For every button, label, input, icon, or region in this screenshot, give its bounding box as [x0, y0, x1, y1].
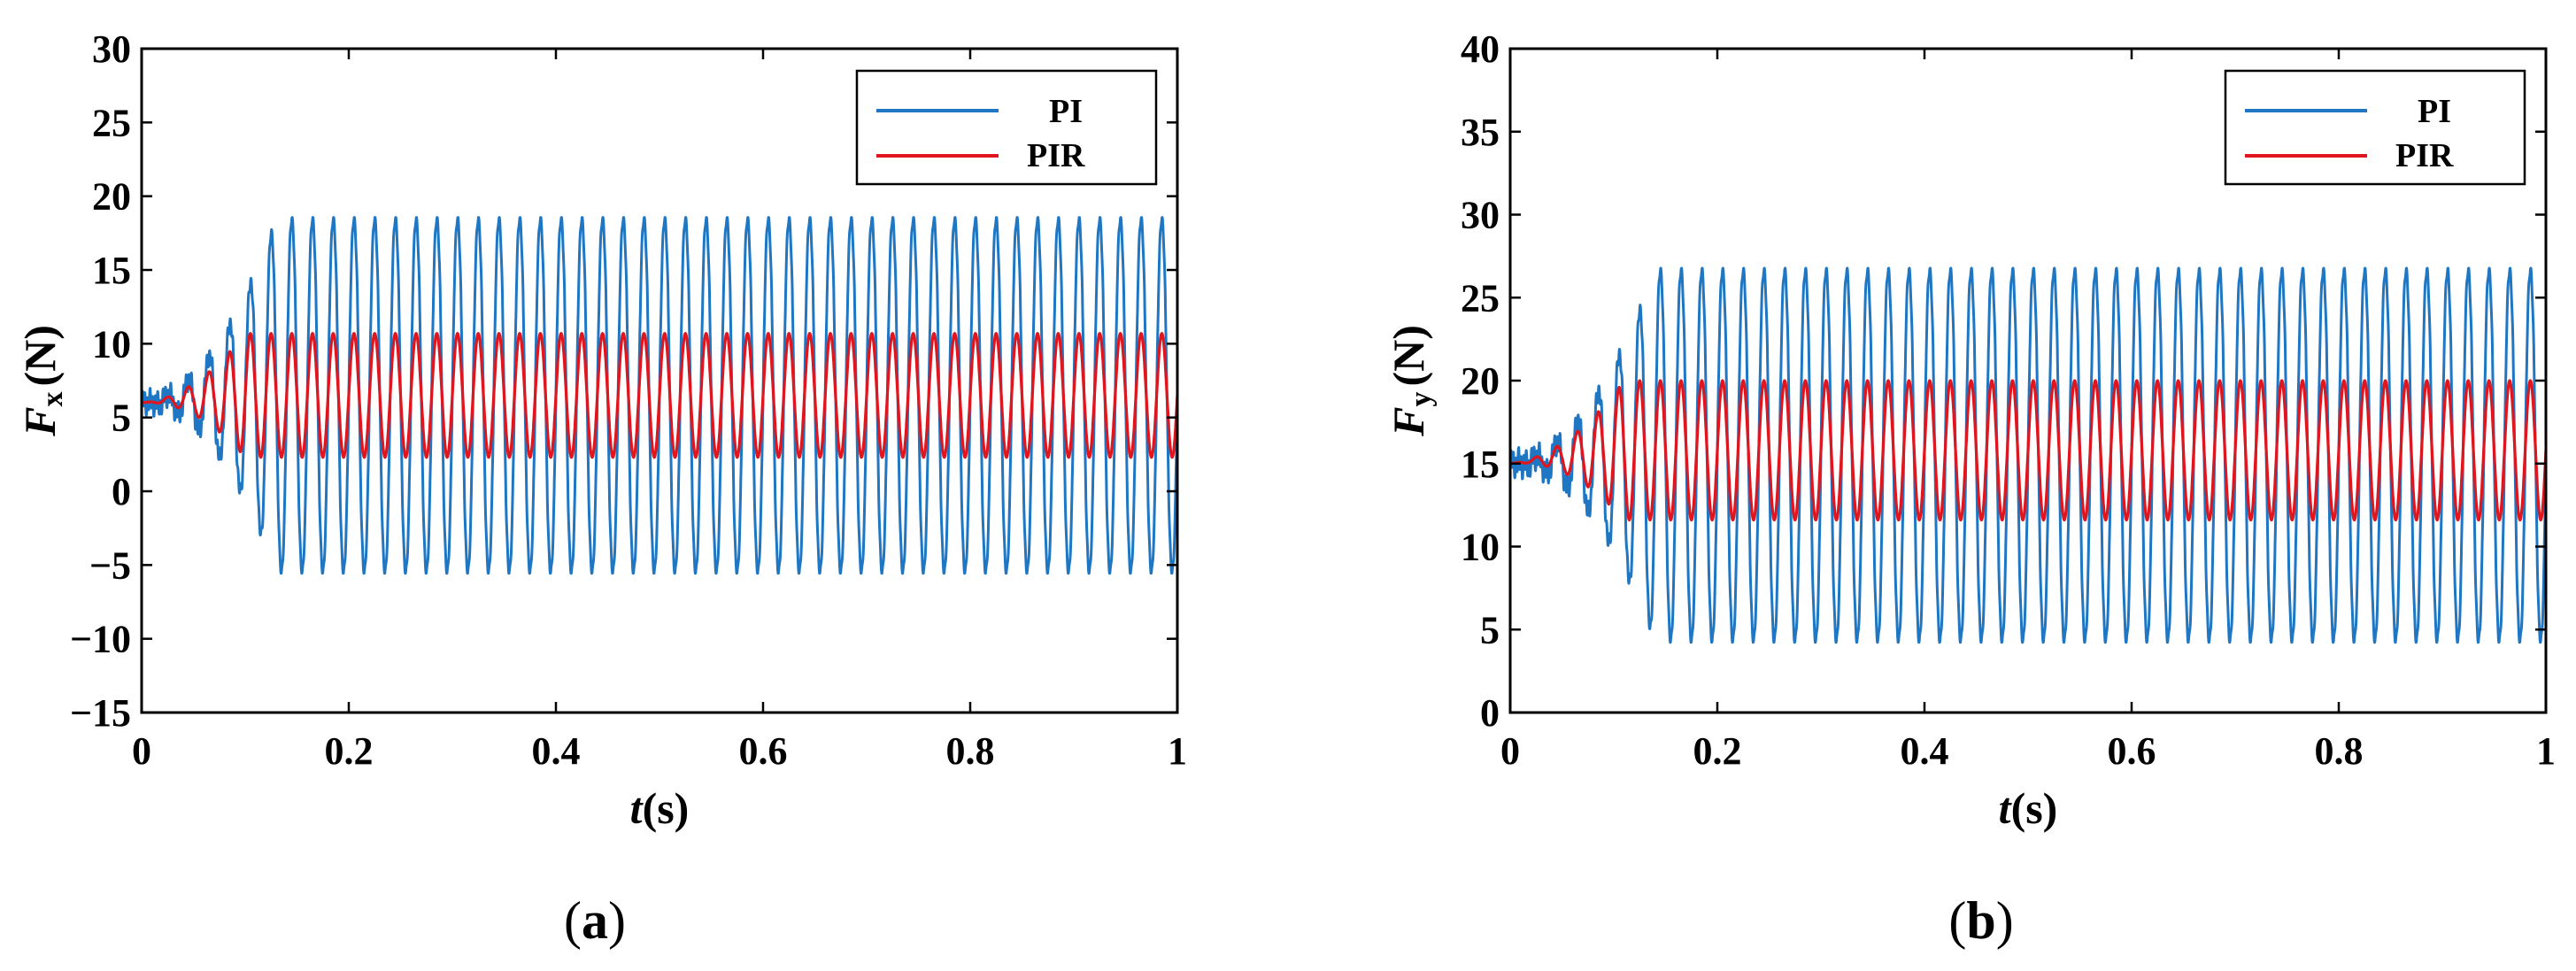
b-xlabel-unit: (s)	[2011, 783, 2058, 833]
b-ytick-label: 10	[1461, 526, 1500, 569]
a-ylabel-main: F	[15, 407, 65, 437]
b-xtick-label: 0.8	[2315, 729, 2364, 773]
a-ytick-label: −10	[70, 618, 131, 661]
a-xtick-label: 0.8	[946, 729, 995, 773]
a-xtick-label: 0.6	[739, 729, 788, 773]
b-xlabel: t(s)	[1999, 783, 2058, 833]
panel-b: 0 5 10 15 20 25 30 35 40 0 0.2 0.4 0.6 0.8 1 Fy (N) t(s…	[1384, 27, 2556, 950]
a-ytick-label: 10	[92, 322, 131, 366]
b-legend-pir-label: PIR	[2395, 137, 2454, 174]
a-ytick-label: 15	[92, 249, 131, 292]
b-series-layer	[1508, 266, 2548, 644]
b-ylabel-main: F	[1384, 407, 1433, 437]
a-series-pir-line	[140, 332, 1179, 459]
a-ytick-label: 0	[112, 470, 131, 513]
b-ytick-label: 20	[1461, 359, 1500, 403]
b-ytick-label: 0	[1480, 691, 1500, 735]
a-xlabel: t(s)	[630, 783, 690, 833]
a-ytick-label: −15	[70, 691, 131, 735]
a-caption: (a)	[564, 891, 626, 950]
a-legend: PI PIR	[855, 69, 1158, 186]
a-ytick-label: 25	[92, 101, 131, 144]
b-xtick-label: 0.2	[1693, 729, 1742, 773]
b-legend: PI PIR	[2224, 69, 2526, 186]
a-legend-pir-label: PIR	[1027, 137, 1085, 174]
b-ytick-label: 40	[1461, 27, 1500, 71]
a-ylabel: Fx (N)	[15, 325, 69, 437]
a-xlabel-unit: (s)	[643, 783, 690, 833]
a-ticks-layer: −15 −10 −5 0 5 10 15 20 25 30 0 0.2 0.4 0.6 0.8 1	[70, 27, 1187, 773]
b-ytick-label: 5	[1480, 608, 1500, 651]
a-ytick-label: 30	[92, 27, 131, 71]
b-ytick-label: 35	[1461, 111, 1500, 154]
b-series-pir-line	[1508, 379, 2548, 522]
a-ylabel-unit: (N)	[15, 325, 65, 386]
b-ytick-label: 15	[1461, 443, 1500, 486]
b-caption: (b)	[1948, 891, 2013, 950]
a-plot-frame	[140, 47, 1179, 714]
a-legend-box	[855, 69, 1158, 186]
a-series-layer	[140, 216, 1179, 575]
b-xlabel-main: t	[1999, 783, 2013, 833]
a-xtick-label: 0.2	[325, 729, 374, 773]
b-ytick-label: 25	[1461, 276, 1500, 320]
a-caption-letter: a	[582, 891, 608, 950]
b-xtick-label: 0.6	[2108, 729, 2156, 773]
b-xtick-label: 0.4	[1901, 729, 1949, 773]
b-legend-box	[2224, 69, 2526, 186]
b-ylabel: Fy (N)	[1384, 325, 1438, 437]
b-xtick-label: 1	[2536, 729, 2556, 773]
a-legend-pi-label: PI	[1049, 93, 1083, 130]
a-xtick-label: 1	[1168, 729, 1187, 773]
a-ytick-label: 20	[92, 175, 131, 219]
b-legend-pi-label: PI	[2418, 93, 2451, 130]
b-ylabel-sub: y	[1405, 392, 1438, 407]
b-ylabel-unit: (N)	[1384, 325, 1433, 386]
a-ytick-label: −5	[89, 543, 131, 587]
a-ytick-label: 5	[112, 397, 131, 440]
b-ytick-label: 30	[1461, 194, 1500, 237]
a-xtick-label: 0.4	[532, 729, 581, 773]
a-xtick-label: 0	[132, 729, 151, 773]
b-ticks-layer: 0 5 10 15 20 25 30 35 40 0 0.2 0.4 0.6 0.8 1	[1461, 27, 2556, 773]
b-caption-letter: b	[1966, 891, 1995, 950]
a-ylabel-sub: x	[36, 392, 69, 407]
panel-a: −15 −10 −5 0 5 10 15 20 25 30 0 0.2 0.4 0.6 0.8 1 Fx (N)…	[15, 27, 1187, 950]
b-xtick-label: 0	[1500, 729, 1520, 773]
a-xlabel-main: t	[630, 783, 644, 833]
